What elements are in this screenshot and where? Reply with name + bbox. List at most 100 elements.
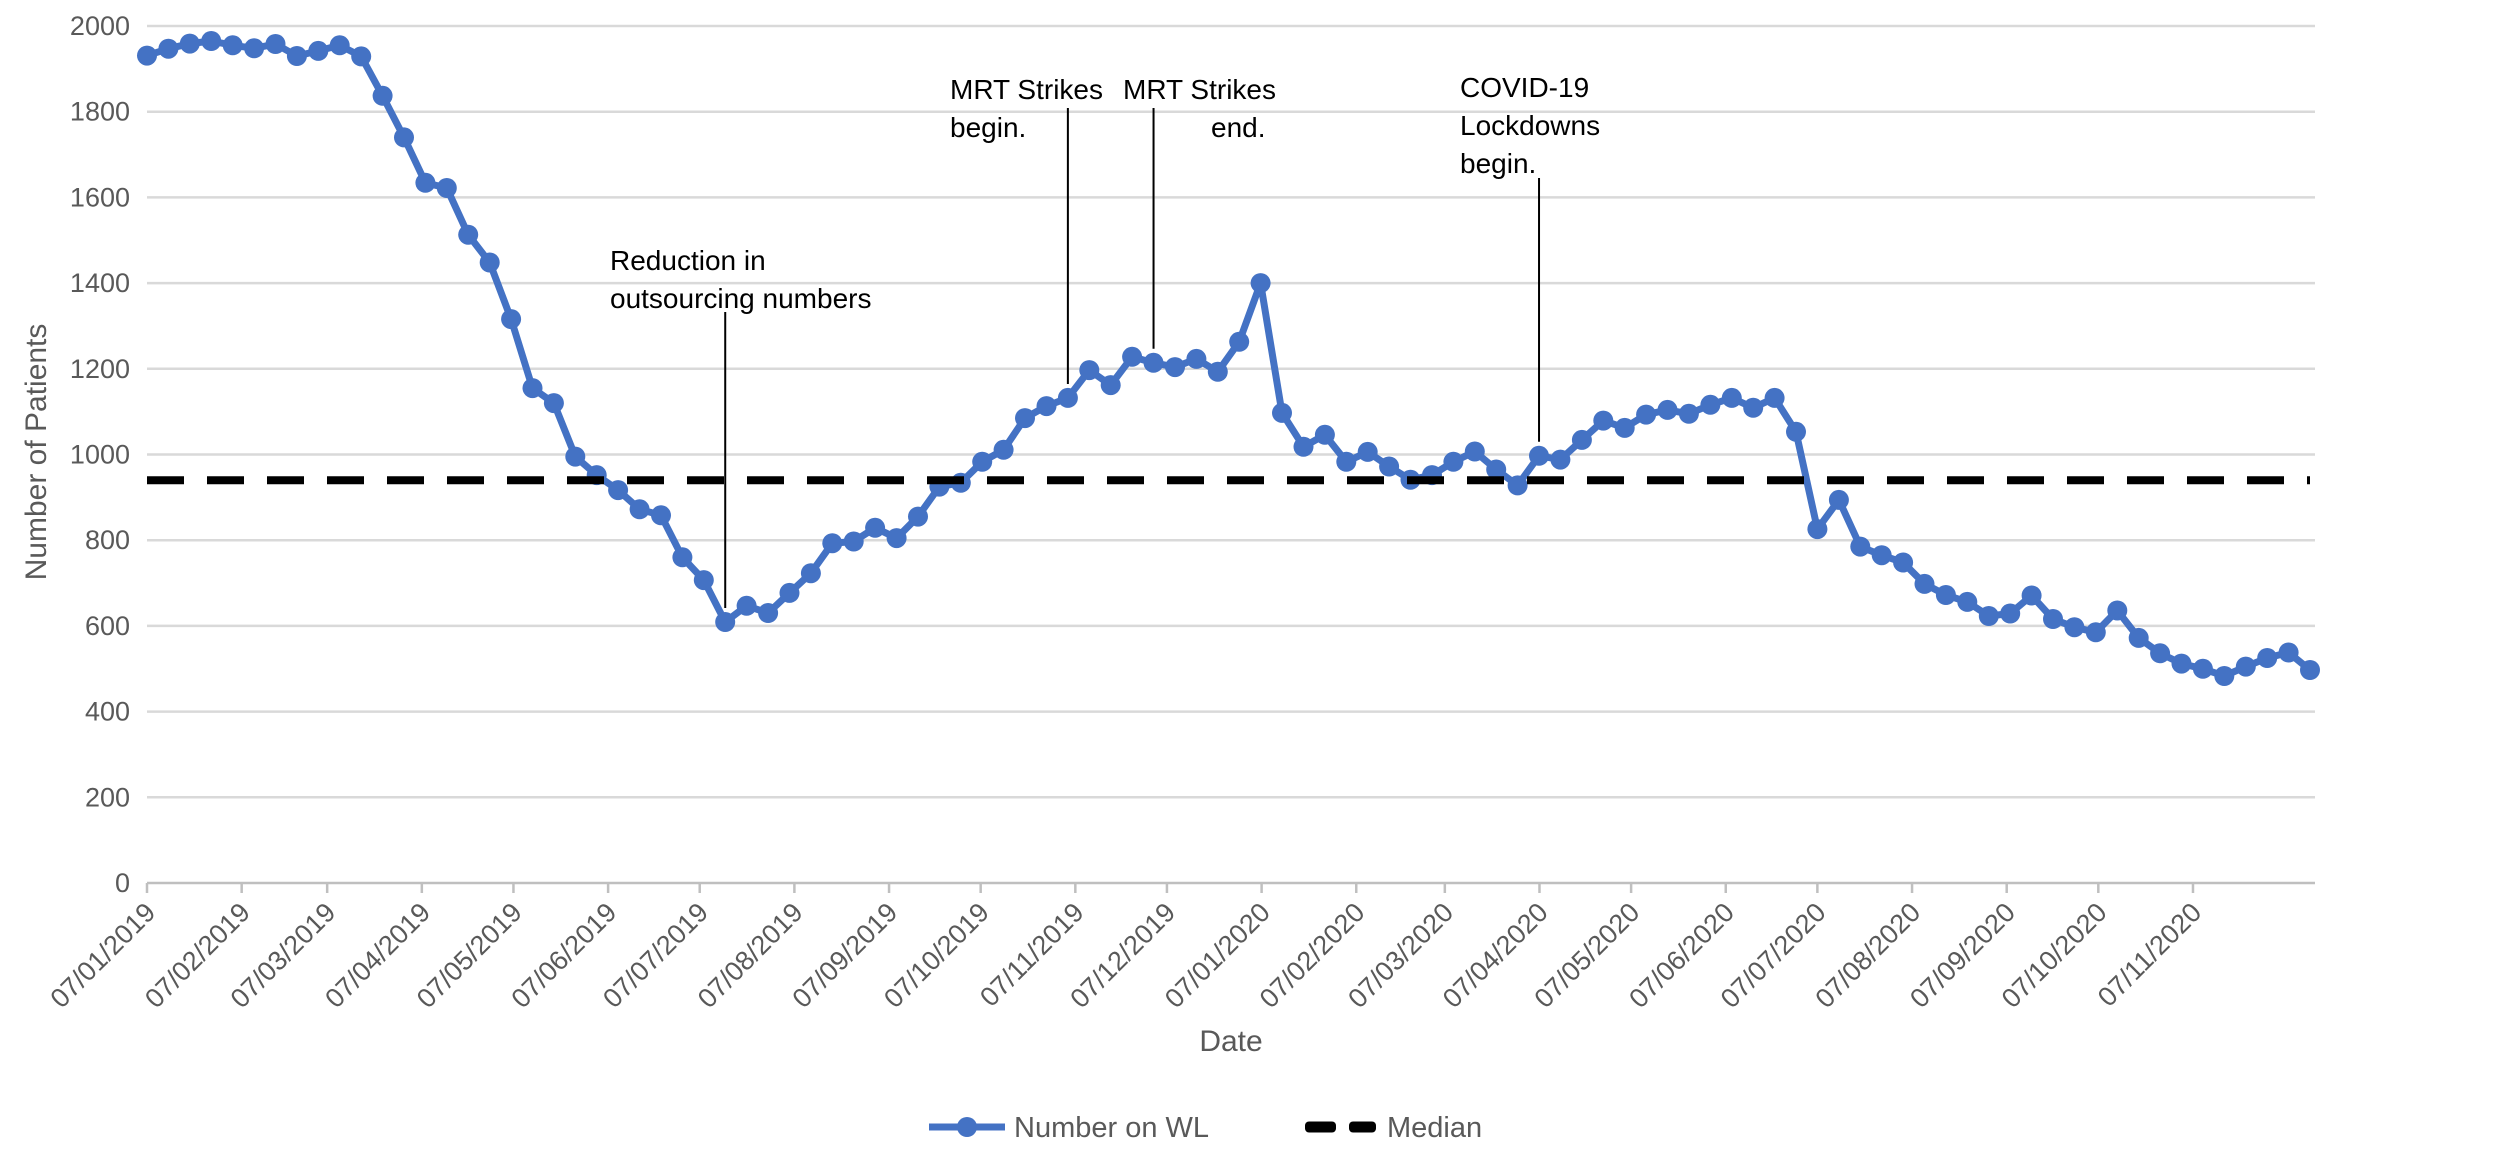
data-point-marker bbox=[415, 172, 436, 193]
data-point-marker bbox=[886, 528, 907, 549]
data-point-marker bbox=[2300, 660, 2320, 680]
data-point-marker bbox=[1293, 436, 1314, 457]
data-point-marker bbox=[1314, 424, 1335, 445]
legend-dash-sample-2 bbox=[1349, 1121, 1376, 1133]
data-point-marker bbox=[1614, 417, 1635, 438]
data-point-marker bbox=[179, 33, 200, 54]
y-tick-label-600: 600 bbox=[85, 611, 130, 641]
data-point-marker bbox=[2214, 666, 2235, 686]
data-point-marker bbox=[458, 224, 479, 245]
data-point-marker bbox=[2021, 585, 2042, 606]
data-point-marker bbox=[672, 547, 693, 568]
data-point-marker bbox=[2235, 656, 2256, 677]
y-tick-label-1200: 1200 bbox=[70, 354, 130, 384]
x-tick-label: 07/11/2020 bbox=[2092, 897, 2207, 1012]
y-axis-title: Number of Patients bbox=[20, 324, 53, 581]
data-point-marker bbox=[779, 582, 800, 603]
data-point-marker bbox=[1464, 441, 1485, 462]
series-number-on-wl bbox=[137, 31, 2320, 686]
data-point-marker bbox=[222, 35, 243, 56]
data-point-marker bbox=[1357, 441, 1378, 462]
data-point-marker bbox=[1957, 591, 1978, 612]
data-point-marker bbox=[394, 127, 414, 148]
data-point-marker bbox=[1507, 475, 1528, 496]
legend: Number on WL Median bbox=[929, 1112, 1482, 1144]
data-point-marker bbox=[2171, 653, 2192, 674]
data-point-marker bbox=[1122, 346, 1143, 367]
data-point-marker bbox=[2000, 603, 2021, 624]
data-point-marker bbox=[565, 446, 586, 467]
y-tick-label-0: 0 bbox=[115, 868, 130, 898]
y-tick-labels: 0 200 400 600 800 1000 1200 1400 1600 1800 2000 bbox=[70, 11, 130, 898]
data-point-marker bbox=[1036, 396, 1057, 417]
data-point-marker bbox=[1229, 331, 1250, 352]
data-point-marker bbox=[1550, 449, 1571, 470]
data-point-marker bbox=[372, 85, 393, 106]
data-point-marker bbox=[2107, 600, 2128, 621]
data-point-marker bbox=[993, 439, 1014, 460]
y-tick-label-1800: 1800 bbox=[70, 97, 130, 127]
data-point-marker bbox=[758, 603, 779, 623]
data-point-marker bbox=[2192, 658, 2213, 679]
annotation-text-2-line-1: end. bbox=[1211, 112, 1266, 143]
data-point-marker bbox=[1828, 489, 1849, 510]
annotation-text-3-line-0: COVID-19 bbox=[1460, 72, 1589, 103]
data-point-marker bbox=[1764, 387, 1785, 408]
data-point-marker bbox=[1100, 375, 1121, 396]
data-point-marker bbox=[543, 393, 564, 414]
y-tick-label-1600: 1600 bbox=[70, 182, 130, 212]
data-point-marker bbox=[1721, 387, 1742, 408]
data-point-marker bbox=[1079, 360, 1100, 381]
data-point-marker bbox=[1978, 606, 1999, 626]
y-tick-label-1000: 1000 bbox=[70, 440, 130, 470]
legend-label-median: Median bbox=[1387, 1112, 1482, 1144]
data-point-marker bbox=[2150, 643, 2171, 664]
data-point-marker bbox=[1379, 456, 1400, 477]
data-point-marker bbox=[1914, 573, 1935, 594]
data-point-marker bbox=[693, 570, 714, 591]
legend-label-number-on-wl: Number on WL bbox=[1014, 1112, 1209, 1144]
data-point-marker bbox=[1336, 451, 1357, 472]
data-point-marker bbox=[522, 378, 543, 399]
data-point-marker bbox=[308, 40, 329, 61]
data-point-marker bbox=[1593, 410, 1614, 431]
data-point-marker bbox=[436, 178, 457, 198]
data-point-marker bbox=[1657, 399, 1678, 420]
data-point-marker bbox=[1015, 408, 1035, 429]
annotation-text-2-line-0: MRT Strikes bbox=[1123, 74, 1276, 105]
data-point-marker bbox=[972, 451, 993, 472]
data-point-marker bbox=[822, 533, 843, 554]
y-tick-label-1400: 1400 bbox=[70, 268, 130, 298]
data-point-marker bbox=[1743, 397, 1764, 418]
data-point-marker bbox=[244, 38, 265, 59]
annotation-text-3-line-2: begin. bbox=[1460, 148, 1536, 179]
data-point-marker bbox=[1786, 421, 1806, 442]
data-point-marker bbox=[651, 505, 671, 526]
data-point-marker bbox=[736, 595, 757, 616]
data-point-marker bbox=[1529, 445, 1549, 466]
data-point-marker bbox=[1250, 273, 1271, 294]
data-point-marker bbox=[800, 563, 821, 584]
data-point-marker bbox=[137, 45, 157, 66]
gridlines-group bbox=[147, 24, 2315, 799]
annotation-connectors bbox=[724, 108, 1541, 609]
data-point-marker bbox=[2064, 617, 2085, 638]
data-point-marker bbox=[1636, 404, 1657, 425]
data-point-marker bbox=[479, 252, 500, 273]
data-point-marker bbox=[286, 46, 307, 66]
annotation-text-0-line-0: Reduction in bbox=[610, 245, 766, 276]
data-point-marker bbox=[501, 309, 522, 330]
data-point-marker bbox=[1700, 394, 1721, 415]
data-point-marker bbox=[1143, 352, 1164, 373]
data-point-marker bbox=[1165, 357, 1185, 378]
data-point-marker bbox=[1807, 519, 1828, 540]
data-point-marker bbox=[1186, 348, 1207, 369]
annotation-text-1-line-1: begin. bbox=[950, 112, 1026, 143]
annotation-labels: Reduction in outsourcing numbers MRT Strik… bbox=[610, 72, 1600, 314]
data-point-marker bbox=[1272, 402, 1292, 423]
y-tick-label-800: 800 bbox=[85, 525, 130, 555]
data-point-marker bbox=[1850, 536, 1871, 557]
data-point-marker bbox=[1057, 387, 1078, 408]
y-tick-label-200: 200 bbox=[85, 782, 130, 812]
